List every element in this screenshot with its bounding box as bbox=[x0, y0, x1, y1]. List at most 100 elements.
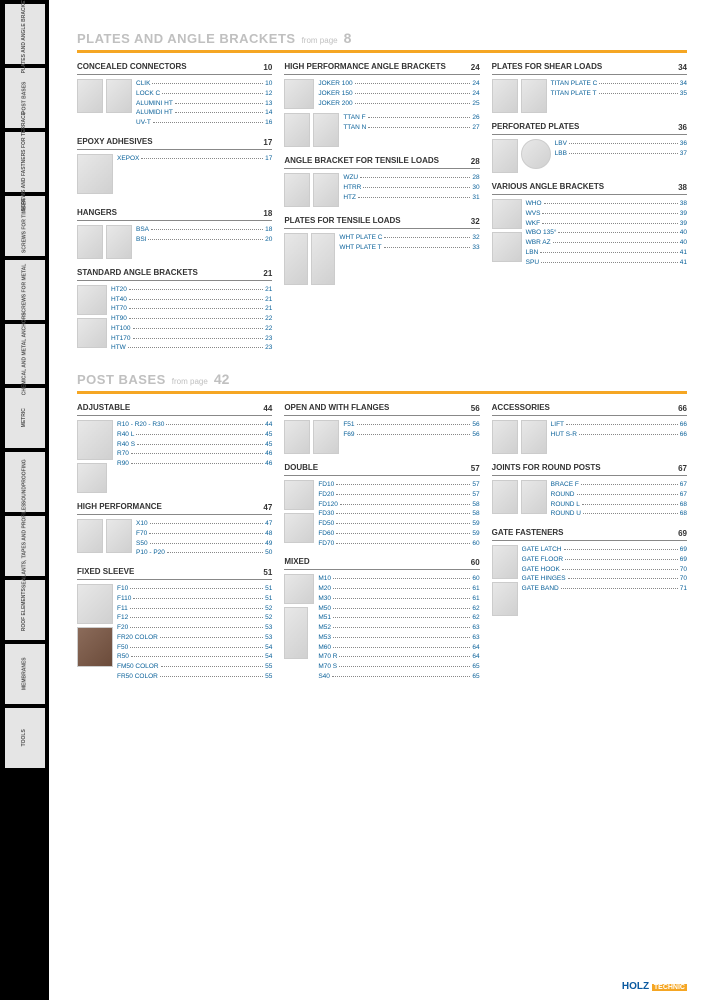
list-item[interactable]: LBV36 bbox=[555, 139, 687, 149]
list-item[interactable]: ALUMINI HT13 bbox=[136, 99, 272, 109]
list-item[interactable]: WVS39 bbox=[526, 209, 687, 219]
leader-dots bbox=[130, 617, 263, 618]
sidebar-tab[interactable]: MEMBRANES bbox=[5, 644, 45, 704]
list-item[interactable]: FD3058 bbox=[318, 509, 479, 519]
list-item[interactable]: JOKER 20025 bbox=[318, 99, 479, 109]
list-item[interactable]: F7048 bbox=[136, 529, 272, 539]
list-item[interactable]: HT10022 bbox=[111, 324, 272, 334]
sidebar-tab-label: SOUNDPROOFING bbox=[22, 460, 28, 505]
list-item[interactable]: R5054 bbox=[117, 652, 272, 662]
list-item[interactable]: GATE HOOK70 bbox=[522, 565, 687, 575]
list-item[interactable]: GATE FLOOR69 bbox=[522, 555, 687, 565]
list-item[interactable]: WZU28 bbox=[343, 173, 479, 183]
sidebar-tab[interactable]: PLATES AND ANGLE BRACKETS bbox=[5, 4, 45, 64]
list-item[interactable]: F5054 bbox=[117, 643, 272, 653]
list-item[interactable]: GATE HINGES70 bbox=[522, 574, 687, 584]
list-item[interactable]: M5062 bbox=[318, 604, 479, 614]
list-item[interactable]: ALUMIDI HT14 bbox=[136, 108, 272, 118]
list-item[interactable]: BRACE F67 bbox=[551, 480, 687, 490]
sidebar-tab[interactable]: SEALANTS, TAPES AND PROFILES bbox=[5, 516, 45, 576]
list-item[interactable]: BSA18 bbox=[136, 225, 272, 235]
list-item[interactable]: FD6059 bbox=[318, 529, 479, 539]
list-item[interactable]: F11051 bbox=[117, 594, 272, 604]
list-item[interactable]: HT2021 bbox=[111, 285, 272, 295]
list-item[interactable]: M5162 bbox=[318, 613, 479, 623]
list-item[interactable]: F2053 bbox=[117, 623, 272, 633]
list-item[interactable]: ROUND L68 bbox=[551, 500, 687, 510]
sidebar-tab[interactable]: METRIC bbox=[5, 388, 45, 448]
list-item[interactable]: F1252 bbox=[117, 613, 272, 623]
list-item[interactable]: R40 S45 bbox=[117, 440, 272, 450]
list-item[interactable]: R10 - R20 - R3044 bbox=[117, 420, 272, 430]
sidebar-tab[interactable]: SCREWS FOR METAL bbox=[5, 260, 45, 320]
list-item[interactable]: FD2057 bbox=[318, 490, 479, 500]
item-label: FM50 COLOR bbox=[117, 662, 159, 672]
list-item[interactable]: XEPOX17 bbox=[117, 154, 272, 164]
list-item[interactable]: M70 S65 bbox=[318, 662, 479, 672]
list-item[interactable]: HT4021 bbox=[111, 295, 272, 305]
list-item[interactable]: M1060 bbox=[318, 574, 479, 584]
sidebar-tab[interactable]: SCREWS AND FASTNERS FOR TERRACE bbox=[5, 132, 45, 192]
list-item[interactable]: FR20 COLOR53 bbox=[117, 633, 272, 643]
list-item[interactable]: FD7060 bbox=[318, 539, 479, 549]
list-item[interactable]: HT17023 bbox=[111, 334, 272, 344]
list-item[interactable]: CLIK10 bbox=[136, 79, 272, 89]
list-item[interactable]: GATE BAND71 bbox=[522, 584, 687, 594]
list-item[interactable]: TTAN N27 bbox=[343, 123, 479, 133]
list-item[interactable]: S4065 bbox=[318, 672, 479, 682]
list-item[interactable]: WBO 135°40 bbox=[526, 228, 687, 238]
list-item[interactable]: M5363 bbox=[318, 633, 479, 643]
list-item[interactable]: LOCK C12 bbox=[136, 89, 272, 99]
list-item[interactable]: ROUND U68 bbox=[551, 509, 687, 519]
list-item[interactable]: S5049 bbox=[136, 539, 272, 549]
list-item[interactable]: FD5059 bbox=[318, 519, 479, 529]
list-item[interactable]: HTRR30 bbox=[343, 183, 479, 193]
list-item[interactable]: F5156 bbox=[343, 420, 479, 430]
list-item[interactable]: F6956 bbox=[343, 430, 479, 440]
list-item[interactable]: HUT S-R66 bbox=[551, 430, 687, 440]
list-item[interactable]: TITAN PLATE C34 bbox=[551, 79, 687, 89]
list-item[interactable]: WHT PLATE C32 bbox=[339, 233, 479, 243]
list-item[interactable]: HTW23 bbox=[111, 343, 272, 353]
list-item[interactable]: UV-T16 bbox=[136, 118, 272, 128]
list-item[interactable]: BSI20 bbox=[136, 235, 272, 245]
list-item[interactable]: FD1057 bbox=[318, 480, 479, 490]
list-item[interactable]: HT9022 bbox=[111, 314, 272, 324]
list-item[interactable]: M5263 bbox=[318, 623, 479, 633]
list-item[interactable]: LBN41 bbox=[526, 248, 687, 258]
sidebar-tab[interactable]: TOOLS bbox=[5, 708, 45, 768]
list-item[interactable]: FR50 COLOR55 bbox=[117, 672, 272, 682]
sidebar-tab[interactable]: CHEMICAL AND METAL ANCHORS bbox=[5, 324, 45, 384]
list-item[interactable]: FD12058 bbox=[318, 500, 479, 510]
list-item[interactable]: TITAN PLATE T35 bbox=[551, 89, 687, 99]
list-item[interactable]: M70 R64 bbox=[318, 652, 479, 662]
list-item[interactable]: HT7021 bbox=[111, 304, 272, 314]
list-item[interactable]: F1152 bbox=[117, 604, 272, 614]
list-item[interactable]: LBB37 bbox=[555, 149, 687, 159]
list-item[interactable]: HTZ31 bbox=[343, 193, 479, 203]
list-item[interactable]: R40 L45 bbox=[117, 430, 272, 440]
list-item[interactable]: TTAN F26 bbox=[343, 113, 479, 123]
list-item[interactable]: SPU41 bbox=[526, 258, 687, 268]
list-item[interactable]: M6064 bbox=[318, 643, 479, 653]
list-item[interactable]: R9046 bbox=[117, 459, 272, 469]
list-item[interactable]: ROUND67 bbox=[551, 490, 687, 500]
list-item[interactable]: WKF39 bbox=[526, 219, 687, 229]
list-item[interactable]: JOKER 10024 bbox=[318, 79, 479, 89]
list-item[interactable]: P10 - P2050 bbox=[136, 548, 272, 558]
box-shear: PLATES FOR SHEAR LOADS34 TITAN PLATE C34… bbox=[492, 61, 687, 113]
list-item[interactable]: F1051 bbox=[117, 584, 272, 594]
list-item[interactable]: JOKER 15024 bbox=[318, 89, 479, 99]
list-item[interactable]: WHT PLATE T33 bbox=[339, 243, 479, 253]
list-item[interactable]: WHO38 bbox=[526, 199, 687, 209]
list-item[interactable]: M3061 bbox=[318, 594, 479, 604]
list-item[interactable]: X1047 bbox=[136, 519, 272, 529]
list-item[interactable]: M2061 bbox=[318, 584, 479, 594]
list-item[interactable]: R7046 bbox=[117, 449, 272, 459]
list-item[interactable]: WBR AZ40 bbox=[526, 238, 687, 248]
list-item[interactable]: GATE LATCH69 bbox=[522, 545, 687, 555]
sidebar-tab[interactable]: ROOF ELEMENTS bbox=[5, 580, 45, 640]
sidebar-tab[interactable]: SCREWS FOR TIMBER bbox=[5, 196, 45, 256]
list-item[interactable]: FM50 COLOR55 bbox=[117, 662, 272, 672]
list-item[interactable]: LIFT66 bbox=[551, 420, 687, 430]
